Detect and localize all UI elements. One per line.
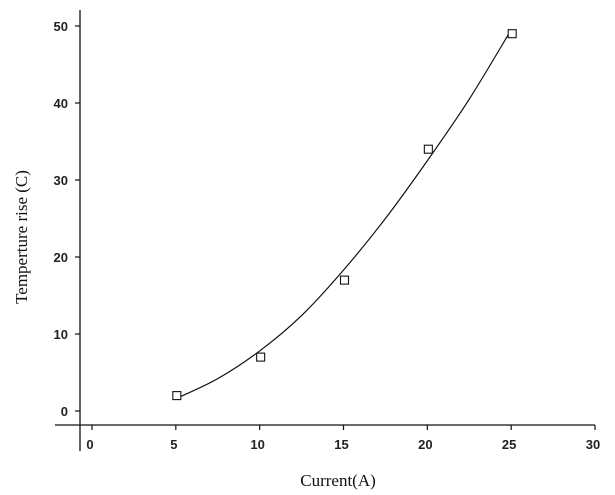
y-tick-label: 40	[54, 96, 68, 111]
x-tick-label: 30	[586, 437, 600, 452]
y-tick-label: 10	[54, 327, 68, 342]
data-markers	[172, 29, 517, 401]
y-tick-label: 0	[61, 404, 68, 419]
x-ticks: 0 5 10 15 20 25 30	[86, 425, 600, 452]
y-tick-label: 30	[54, 173, 68, 188]
data-point-marker	[339, 275, 350, 285]
data-point-marker	[172, 391, 182, 401]
x-axis-title: Current(A)	[300, 471, 376, 490]
y-axis-title: Temperture rise (C)	[12, 170, 31, 304]
y-tick-label: 20	[54, 250, 68, 265]
x-tick-label: 20	[418, 437, 432, 452]
y-ticks: 0 10 20 30 40 50	[54, 19, 80, 419]
x-tick-label: 25	[502, 437, 516, 452]
fit-curve	[175, 29, 512, 400]
x-tick-label: 15	[334, 437, 348, 452]
data-point-marker	[423, 144, 433, 154]
data-point-marker	[256, 352, 266, 362]
x-tick-label: 0	[86, 437, 93, 452]
y-tick-label: 50	[54, 19, 68, 34]
x-tick-label: 10	[250, 437, 264, 452]
axes	[55, 10, 595, 451]
data-point-marker	[507, 29, 517, 39]
x-tick-label: 5	[170, 437, 177, 452]
